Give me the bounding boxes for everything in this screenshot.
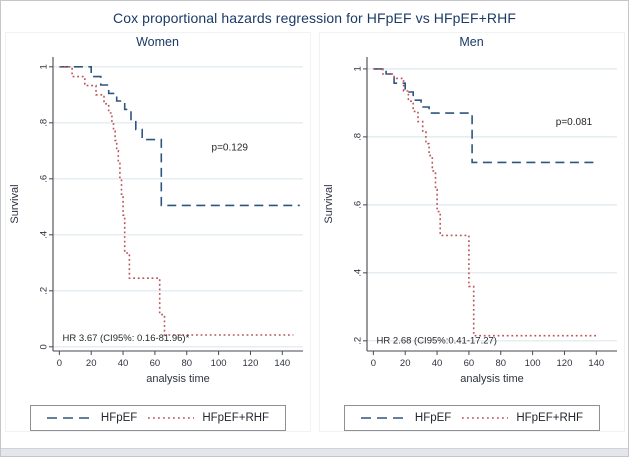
figure-title: Cox proportional hazards regression for … <box>113 10 516 26</box>
survival-curve-hfpef-rhf <box>58 66 293 336</box>
km-plot-women: 0 .2 .4 .6 .8 1 0 20 40 60 80 100 120 140 analysis tim… <box>9 57 303 385</box>
x-tick-label: 0 <box>56 358 61 369</box>
legend-label-hfpef-rhf: HFpEF+RHF <box>516 412 584 424</box>
legend-label-hfpef-rhf: HFpEF+RHF <box>202 412 270 424</box>
survival-curve-hfpef-rhf <box>372 68 598 337</box>
hfpef-rhf-dot-line-icon <box>462 417 509 419</box>
legend-label-hfpef: HFpEF <box>100 412 138 424</box>
x-tick-label: 20 <box>399 358 410 369</box>
y-tick-label: .2 <box>352 337 363 345</box>
y-axis-title: Survival <box>9 184 21 223</box>
y-tick-label: .6 <box>352 201 363 209</box>
x-tick-label: 20 <box>85 358 96 369</box>
x-axis-title: analysis time <box>460 373 524 385</box>
y-tick-label: .8 <box>352 133 363 141</box>
y-tick-label: .4 <box>38 231 49 239</box>
x-tick-label: 60 <box>463 358 474 369</box>
x-tick-label: 40 <box>117 358 128 369</box>
panel-men: Men .2 .4 .6 .8 1 0 20 40 60 80 100 120 140 analysis … <box>318 32 625 432</box>
x-tick-label: 120 <box>556 358 572 369</box>
hazard-ratio-annotation: HR 3.67 (CI95%: 0.16-81.96)* <box>62 333 189 344</box>
survival-curve-hfpef <box>372 68 596 164</box>
legend-women: HFpEF HFpEF+RHF <box>29 405 286 431</box>
y-tick-label: 1 <box>38 64 49 69</box>
p-value-annotation: p=0.129 <box>211 143 248 154</box>
x-tick-label: 140 <box>588 358 604 369</box>
p-value-annotation: p=0.081 <box>555 117 592 128</box>
y-tick-label: .2 <box>38 287 49 295</box>
km-plot-men: .2 .4 .6 .8 1 0 20 40 60 80 100 120 140 analysis time… <box>323 57 617 385</box>
panel-women: Women 0 .2 .4 .6 .8 1 0 20 40 60 80 100 120 140 analys… <box>4 32 311 432</box>
hazard-ratio-annotation: HR 2.68 (CI95%:0.41-17.27) <box>376 335 496 346</box>
x-tick-label: 100 <box>210 358 226 369</box>
legend-entry-hfpef-rhf: HFpEF+RHF <box>461 412 583 424</box>
panels-row: Women 0.2.4.6.8 1 0 20 40 60 80 100 120 140 analys… <box>1 32 628 432</box>
x-tick-label: 80 <box>181 358 192 369</box>
legend-men: HFpEF HFpEF+RHF <box>343 405 600 431</box>
y-tick-label: .8 <box>38 119 49 127</box>
x-tick-label: 60 <box>149 358 160 369</box>
legend-label-hfpef: HFpEF <box>414 412 452 424</box>
y-tick-label: 0 <box>38 344 49 349</box>
hfpef-dash-line-icon <box>360 417 407 419</box>
hfpef-rhf-dot-line-icon <box>148 417 195 419</box>
y-tick-label: .6 <box>38 175 49 183</box>
panel-title-men: Men <box>459 35 484 49</box>
x-tick-label: 140 <box>274 358 290 369</box>
hfpef-dash-line-icon <box>46 417 93 419</box>
survival-curve-hfpef <box>58 66 300 207</box>
x-tick-label: 0 <box>370 358 375 369</box>
x-tick-label: 120 <box>242 358 258 369</box>
y-axis-title: Survival <box>323 184 335 223</box>
legend-entry-hfpef-rhf: HFpEF+RHF <box>147 412 269 424</box>
y-tick-label: .4 <box>352 269 363 277</box>
x-tick-label: 40 <box>431 358 442 369</box>
x-tick-label: 100 <box>524 358 540 369</box>
panel-title-women: Women <box>136 35 179 49</box>
x-tick-label: 80 <box>495 358 506 369</box>
x-axis-title: analysis time <box>146 373 210 385</box>
legend-entry-hfpef: HFpEF <box>46 412 137 424</box>
legend-entry-hfpef: HFpEF <box>360 412 451 424</box>
y-tick-label: 1 <box>352 66 363 71</box>
window-bottom-strip <box>1 448 628 456</box>
